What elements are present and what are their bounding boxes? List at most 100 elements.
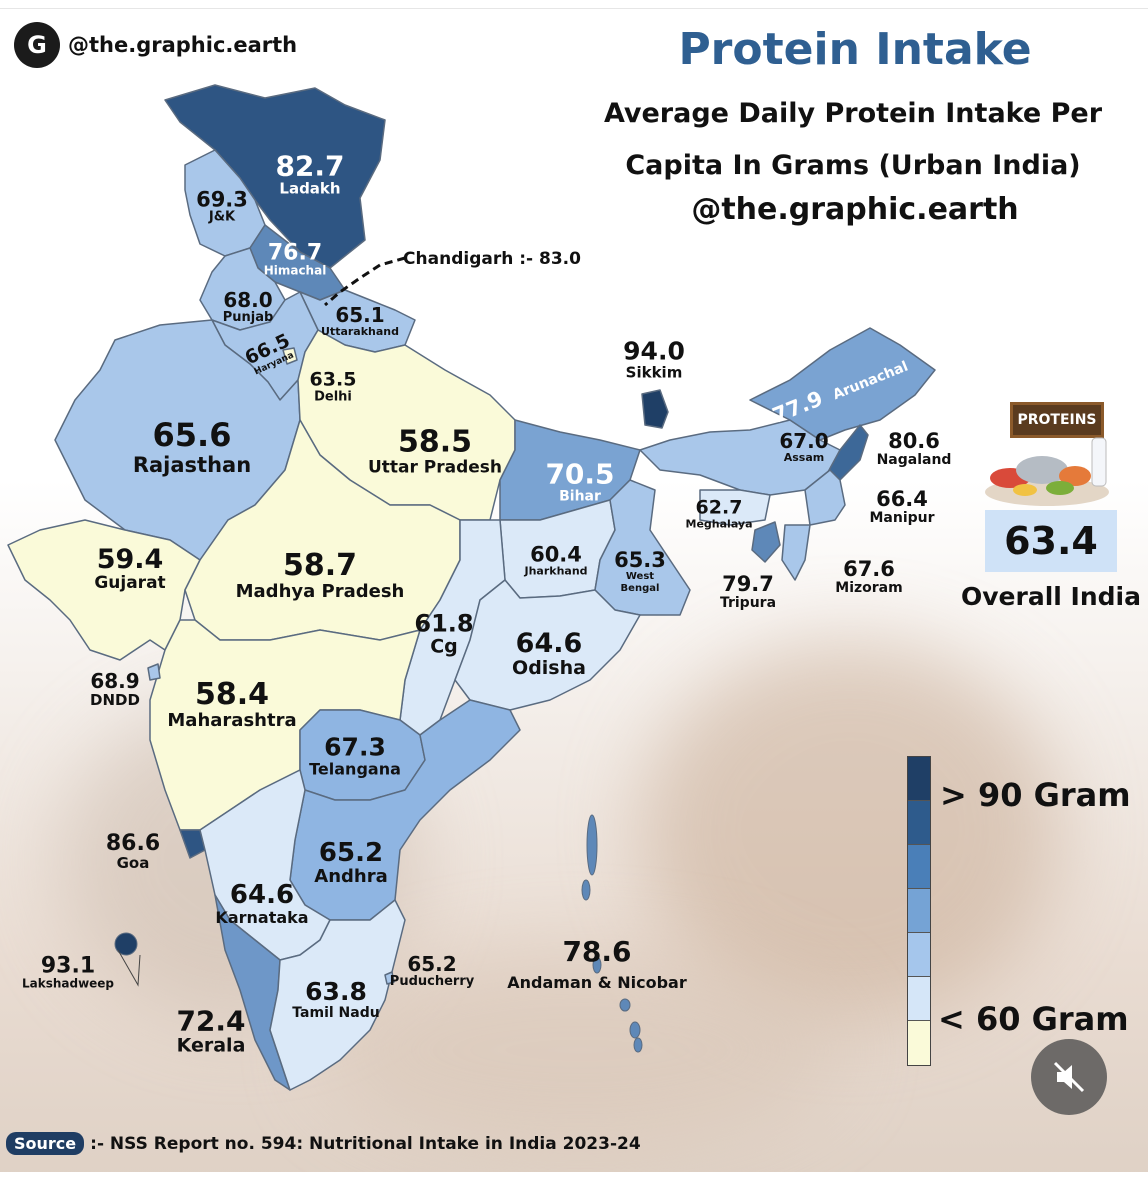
label-uttarakhand: 65.1 Uttarakhand: [321, 305, 399, 339]
mizoram-name: Mizoram: [835, 579, 903, 596]
rajasthan-value: 65.6: [152, 416, 232, 455]
label-nagaland: 80.6 Nagaland: [877, 430, 952, 468]
legend-swatch: [908, 845, 930, 889]
region-andaman-island: [581, 879, 591, 901]
region-andaman-island: [586, 814, 598, 876]
label-delhi: 63.5 Delhi: [309, 368, 357, 406]
page-subtitle: Average Daily Protein Intake Per Capita …: [548, 88, 1148, 192]
legend-swatch: [908, 801, 930, 845]
brand-logo-icon: G: [14, 22, 60, 68]
andaman-value: 78.6: [562, 935, 632, 969]
ladakh-value: 82.7: [275, 149, 345, 183]
label-kerala: 72.4 Kerala: [176, 1006, 245, 1057]
label-himachal: 76.7 Himachal: [264, 241, 327, 279]
jk-value: 69.3: [196, 187, 248, 212]
page-title: Protein Intake: [678, 24, 1032, 75]
lakshadweep-name: Lakshadweep: [21, 976, 115, 991]
legend-low-label: < 60 Gram: [938, 1000, 1129, 1038]
region-lakshadweep: [114, 932, 138, 956]
mizoram-value: 67.6: [843, 556, 895, 581]
gujarat-name: Gujarat: [94, 573, 166, 594]
label-puducherry: 65.2 Puducherry: [390, 954, 474, 990]
mp-name: Madhya Pradesh: [235, 580, 405, 602]
label-bihar: 70.5 Bihar: [545, 457, 615, 505]
andhra-name: Andhra: [314, 866, 388, 888]
dndd-name: DNDD: [90, 690, 140, 709]
westbengal-value: 65.3: [614, 548, 666, 573]
label-dndd: 68.9 DNDD: [90, 668, 140, 709]
label-maharashtra: 58.4 Maharashtra: [167, 679, 296, 731]
legend-scale: [907, 756, 931, 1066]
region-delhi: [282, 347, 298, 365]
puducherry-value: 65.2: [407, 952, 457, 977]
manipur-name: Manipur: [869, 509, 935, 526]
rajasthan-name: Rajasthan: [132, 452, 252, 477]
label-sikkim: 94.0 Sikkim: [623, 336, 685, 382]
region-odisha: [454, 579, 641, 711]
brand-handle: @the.graphic.earth: [68, 33, 298, 57]
label-manipur: 66.4 Manipur: [869, 488, 934, 526]
karnataka-value: 64.6: [229, 880, 295, 911]
label-gujarat: 59.4 Gujarat: [94, 544, 166, 594]
cg-value: 61.8: [414, 609, 474, 638]
label-andaman: 78.6 Andaman & Nicobar: [507, 937, 686, 993]
bihar-value: 70.5: [545, 457, 615, 491]
dndd-value: 68.9: [90, 668, 140, 693]
overall-india-value: 63.4: [985, 510, 1117, 572]
puducherry-name: Puducherry: [389, 974, 475, 990]
assam-value: 67.0: [779, 429, 829, 454]
telangana-value: 67.3: [324, 732, 386, 762]
background-blur: [640, 640, 1060, 1020]
background-blur: [320, 950, 840, 1150]
region-dndd: [147, 663, 161, 681]
overall-india-label: Overall India: [961, 582, 1141, 611]
odisha-name: Odisha: [512, 657, 586, 680]
food-plate-icon: [985, 437, 1109, 506]
source-badge: Source: [6, 1132, 85, 1155]
label-telangana: 67.3 Telangana: [309, 732, 401, 780]
lakshadweep-value: 93.1: [40, 953, 96, 979]
uttarakhand-name: Uttarakhand: [321, 325, 399, 339]
bottom-strip: [0, 1172, 1148, 1200]
manipur-value: 66.4: [876, 486, 928, 511]
punjab-name: Punjab: [222, 310, 274, 326]
label-odisha: 64.6 Odisha: [512, 627, 586, 680]
label-mizoram: 67.6 Mizoram: [835, 558, 902, 596]
andhra-value: 65.2: [318, 838, 384, 869]
label-goa: 86.6 Goa: [106, 832, 160, 872]
region-westbengal: [594, 479, 691, 616]
nagaland-name: Nagaland: [876, 451, 952, 468]
mute-button[interactable]: [1031, 1039, 1107, 1115]
up-value: 58.5: [397, 424, 473, 460]
speaker-muted-icon: [1053, 1061, 1085, 1093]
ladakh-name: Ladakh: [279, 180, 341, 199]
odisha-value: 64.6: [515, 627, 583, 659]
legend-high-label: > 90 Gram: [940, 776, 1131, 814]
top-divider: [0, 8, 1148, 9]
tamilnadu-name: Tamil Nadu: [292, 1005, 380, 1022]
meghalaya-value: 62.7: [695, 496, 743, 519]
region-sikkim: [641, 389, 669, 429]
maharashtra-name: Maharashtra: [167, 709, 297, 731]
lakshadweep-leader-line: [117, 949, 141, 987]
delhi-value: 63.5: [309, 368, 357, 391]
mp-value: 58.7: [282, 547, 358, 583]
label-ladakh: 82.7 Ladakh: [275, 149, 345, 199]
uttarakhand-value: 65.1: [335, 303, 385, 328]
label-andhra: 65.2 Andhra: [314, 838, 388, 888]
region-andaman-island: [592, 956, 602, 974]
region-meghalaya: [699, 489, 771, 526]
label-rajasthan: 65.6 Rajasthan: [133, 419, 251, 477]
label-mp: 58.7 Madhya Pradesh: [236, 550, 405, 602]
brand-handle-large: @the.graphic.earth: [691, 192, 1019, 227]
region-tripura: [751, 521, 781, 563]
label-cg: 61.8 Cg: [414, 611, 473, 658]
bihar-name: Bihar: [559, 488, 601, 505]
gujarat-value: 59.4: [96, 544, 164, 576]
region-andaman-island: [629, 1021, 641, 1039]
region-arunachal: [749, 327, 936, 441]
region-andaman-island: [619, 998, 631, 1012]
sikkim-value: 94.0: [623, 336, 685, 366]
